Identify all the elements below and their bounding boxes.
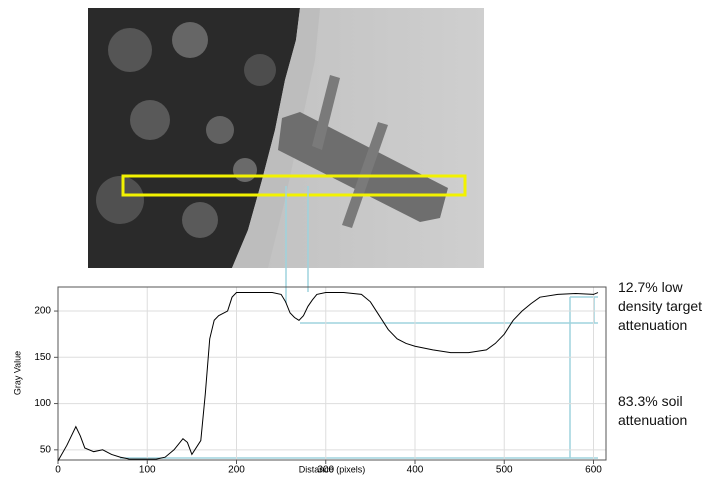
y-tick-label: 150 — [34, 352, 51, 363]
data-line — [58, 293, 598, 461]
y-tick-label: 100 — [34, 398, 51, 409]
x-tick-label: 0 — [55, 465, 61, 476]
chart: Distance (pixels) Gray Value 50100150200… — [0, 0, 718, 484]
annotation-line: 12.7% low — [618, 278, 702, 297]
x-tick-label: 300 — [317, 465, 334, 476]
y-tick-label: 50 — [40, 444, 52, 455]
x-tick-label: 500 — [496, 465, 513, 476]
annotation-line: density target — [618, 297, 702, 316]
y-tick-label: 200 — [34, 306, 51, 317]
page: Distance (pixels) Gray Value 50100150200… — [0, 0, 718, 484]
annotation-line: attenuation — [618, 316, 702, 335]
annotation-line: 83.3% soil — [618, 392, 687, 411]
x-tick-label: 200 — [228, 465, 245, 476]
x-tick-label: 400 — [407, 465, 424, 476]
plot-frame — [58, 287, 606, 460]
annotation-line: attenuation — [618, 411, 687, 430]
y-axis-label: Gray Value — [12, 351, 22, 395]
x-tick-label: 100 — [139, 465, 156, 476]
x-tick-label: 600 — [585, 465, 602, 476]
